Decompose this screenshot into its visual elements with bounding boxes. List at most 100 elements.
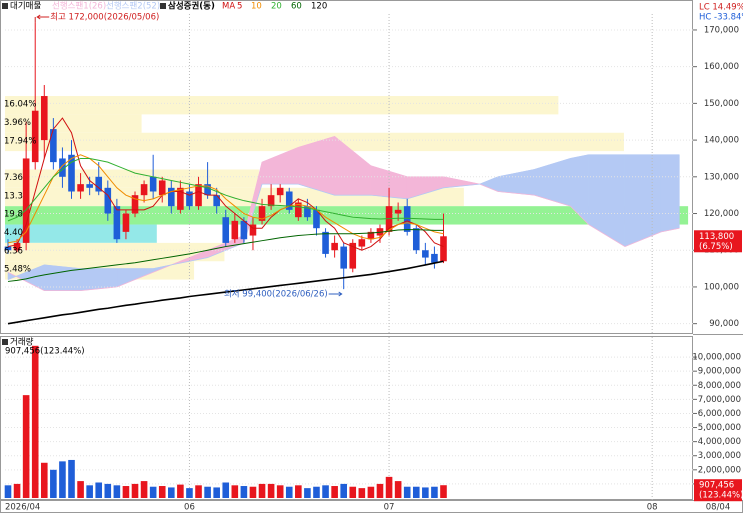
volume-bar [440,485,447,498]
legend-entry: 60 [291,2,302,12]
legend-entry: 선행스팬1(26) [52,1,106,12]
y-tick-label: 6,000,000 [698,409,741,419]
last-volume-label: 907,456 [699,481,734,491]
volume-bar [367,486,375,498]
volume-bar [258,483,266,498]
candle-body [358,239,366,247]
volume-bar [95,482,103,498]
checkbox[interactable] [2,3,8,9]
candle-body [412,228,420,251]
y-tick-label: 120,000 [704,209,739,219]
volume-bar [276,485,284,498]
cloud-fill [660,154,680,233]
volume-bar [13,483,21,498]
candle-body [104,187,112,214]
ma-line [7,157,444,222]
candle-body [213,195,220,207]
cursor-date: 08/04 [706,503,731,513]
volume-bar [4,485,12,498]
checkbox[interactable] [2,339,8,345]
y-tick-label: 7,000,000 [698,395,741,405]
volume-bar [331,486,338,498]
volume-bar [231,485,239,498]
candle-body [50,129,57,163]
volume-bar [149,486,157,498]
x-tick-label: 06 [184,503,195,513]
candle-body [168,187,175,207]
volume-bar [86,485,93,498]
last-price-label: 113,800 [699,232,734,242]
volume-bar [340,483,347,498]
volume-bar [403,486,411,498]
candle-body [276,187,284,196]
candle-body [158,180,166,196]
checkbox[interactable] [160,3,166,9]
y-tick-label: 3,000,000 [698,451,741,461]
marks-layer [4,22,447,498]
legend-entry: 120 [311,2,327,12]
candle-body [331,242,338,251]
legend-entry: 10 [251,2,262,12]
volume-profile-bar [5,114,142,133]
volume-profile-label: 7.36 [4,173,23,183]
candle-body [440,236,447,262]
legend-entry: 5 [237,2,242,12]
volume-bar [59,461,66,498]
high-arrow [36,14,50,20]
volume-bar [204,486,211,498]
range-stat: LC 14.49% [699,3,743,13]
candle-body [403,206,411,232]
volume-bar [31,345,39,498]
y-tick-label: 90,000 [709,319,739,329]
volume-bar [422,487,429,498]
volume-bar [40,462,48,498]
volume-bar [50,469,57,498]
y-tick-label: 4,000,000 [698,437,741,447]
ma-line [7,260,444,325]
volume-subtitle: 907,456(123.44%) [5,347,85,357]
volume-bar [431,486,438,498]
y-tick-label: 140,000 [704,136,739,146]
candle-body [122,213,130,232]
volume-bar [68,459,75,498]
volume-bar [394,481,402,498]
volume-profile-label: 16.04% [4,100,36,110]
cloud-span-line [7,154,680,280]
low-annotation: 최저 99,400(2026/06/26) [224,289,328,300]
candle-body [77,184,84,192]
volume-bar [158,486,166,498]
y-tick-label: 8,000,000 [698,381,741,391]
y-tick-label: 10,000,000 [692,353,741,363]
volume-bar [131,483,139,498]
volume-bar [376,483,384,498]
volume-bar [240,486,248,498]
ma-line [7,117,444,251]
candle-body [31,110,39,163]
y-tick-label: 160,000 [704,62,739,72]
candle-body [367,231,375,240]
y-tick-label: 170,000 [704,25,739,35]
volume-panel [0,336,693,500]
ma-line [7,229,444,282]
legend-entry: 선행스팬2(52) [106,1,160,12]
cloud-fill [624,154,662,247]
legend-entry: 대기매물 [10,2,41,12]
candle-body [304,206,311,218]
volume-profile-bar [5,132,624,152]
volume-bar [295,485,302,498]
candle-body [4,246,12,251]
volume-bar [186,488,193,498]
volume-profile-bar [5,206,689,225]
low-arrow [328,291,343,297]
volume-bar [140,481,148,498]
cloud-span-line [7,135,680,292]
volume-bar [122,486,130,498]
volume-bar [195,485,202,498]
candle-body [113,206,121,240]
volume-profile-label: 13.3 [4,191,23,201]
candle-body [131,195,139,214]
legend-title: 삼성증권(동) [168,1,215,12]
